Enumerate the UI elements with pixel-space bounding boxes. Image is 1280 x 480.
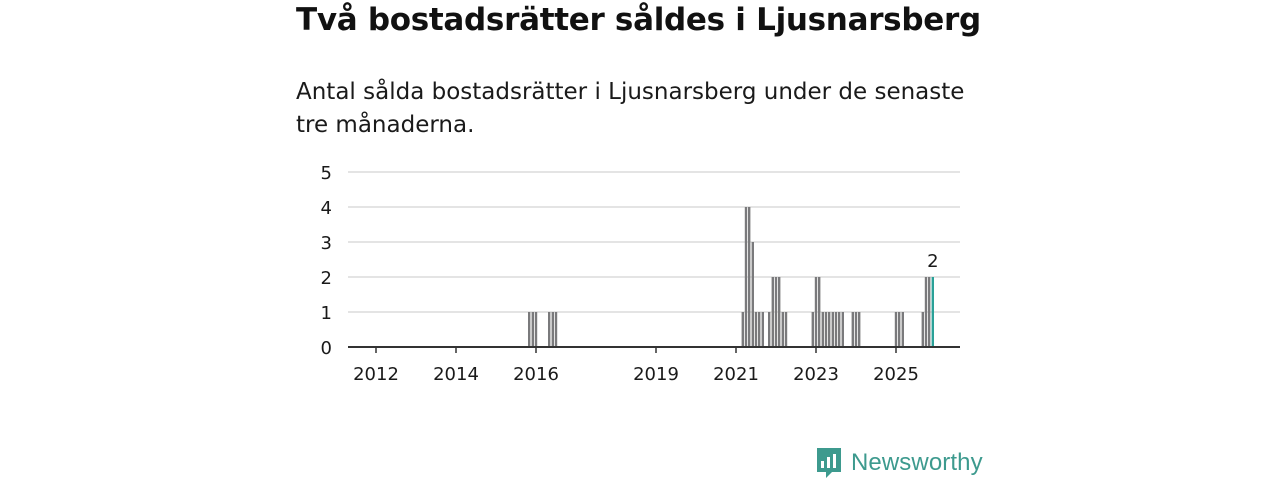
bar-29: [851, 312, 854, 347]
bar-26: [834, 312, 838, 347]
x-tick-label-2012: 2012: [353, 364, 399, 385]
brand-logo: Newsworthy: [815, 446, 983, 480]
y-tick-label-3: 3: [321, 233, 332, 254]
bar-36: [924, 277, 928, 347]
y-tick-label-1: 1: [321, 303, 332, 324]
bar-4: [551, 312, 554, 347]
bar-24: [828, 312, 831, 347]
bar-3: [548, 312, 551, 347]
bar-30: [854, 312, 858, 347]
bar-17: [781, 312, 784, 347]
chart-subtitle: Antal sålda bostadsrätter i Ljusnarsberg…: [296, 79, 965, 138]
bar-16: [778, 277, 781, 347]
x-tick-label-2025: 2025: [873, 364, 919, 385]
y-tick-label-5: 5: [321, 163, 332, 184]
y-tick-label-4: 4: [321, 198, 332, 219]
bar-13: [768, 312, 771, 347]
bar-7: [744, 207, 748, 347]
data-labels: 2: [927, 251, 938, 272]
bar-25: [831, 312, 834, 347]
bar-1: [531, 312, 534, 347]
bar-12: [761, 312, 764, 347]
bar-9: [751, 242, 754, 347]
bar-22: [821, 312, 824, 347]
bar-34: [901, 312, 904, 347]
bar-19: [811, 312, 814, 347]
bar-highlight-38: [931, 277, 934, 347]
x-tick-label-2019: 2019: [633, 364, 679, 385]
bars: [528, 207, 934, 347]
bar-18: [784, 312, 788, 347]
bar-27: [838, 312, 841, 347]
bar-11: [758, 312, 761, 347]
x-axis-ticks: 2012 2014 2016 2019 2021 2023 2025: [353, 347, 919, 385]
bar-35: [921, 312, 924, 347]
bar-5: [554, 312, 558, 347]
chart-title: Två bostadsrätter såldes i Ljusnarsberg: [296, 2, 981, 38]
bar-28: [841, 312, 844, 347]
y-axis-ticks: 0 1 2 3 4 5: [321, 163, 332, 359]
bar-33: [898, 312, 901, 347]
bar-21: [818, 277, 821, 347]
bar-6: [741, 312, 744, 347]
bar-23: [824, 312, 828, 347]
x-tick-label-2023: 2023: [793, 364, 839, 385]
data-label: 2: [927, 251, 938, 272]
bar-15: [774, 277, 778, 347]
x-tick-label-2016: 2016: [513, 364, 559, 385]
bar-37: [928, 277, 931, 347]
grid-lines: [348, 171, 960, 313]
x-tick-label-2014: 2014: [433, 364, 479, 385]
newsworthy-logo-icon: [817, 448, 841, 478]
bar-10: [754, 312, 758, 347]
x-tick-label-2021: 2021: [713, 364, 759, 385]
bar-31: [858, 312, 861, 347]
bar-0: [528, 312, 531, 347]
y-tick-label-0: 0: [321, 338, 332, 359]
bar-2: [534, 312, 538, 347]
brand-name: Newsworthy: [851, 449, 983, 476]
bar-32: [894, 312, 898, 347]
bar-8: [748, 207, 751, 347]
y-tick-label-2: 2: [321, 268, 332, 289]
bar-14: [771, 277, 774, 347]
bar-20: [814, 277, 818, 347]
